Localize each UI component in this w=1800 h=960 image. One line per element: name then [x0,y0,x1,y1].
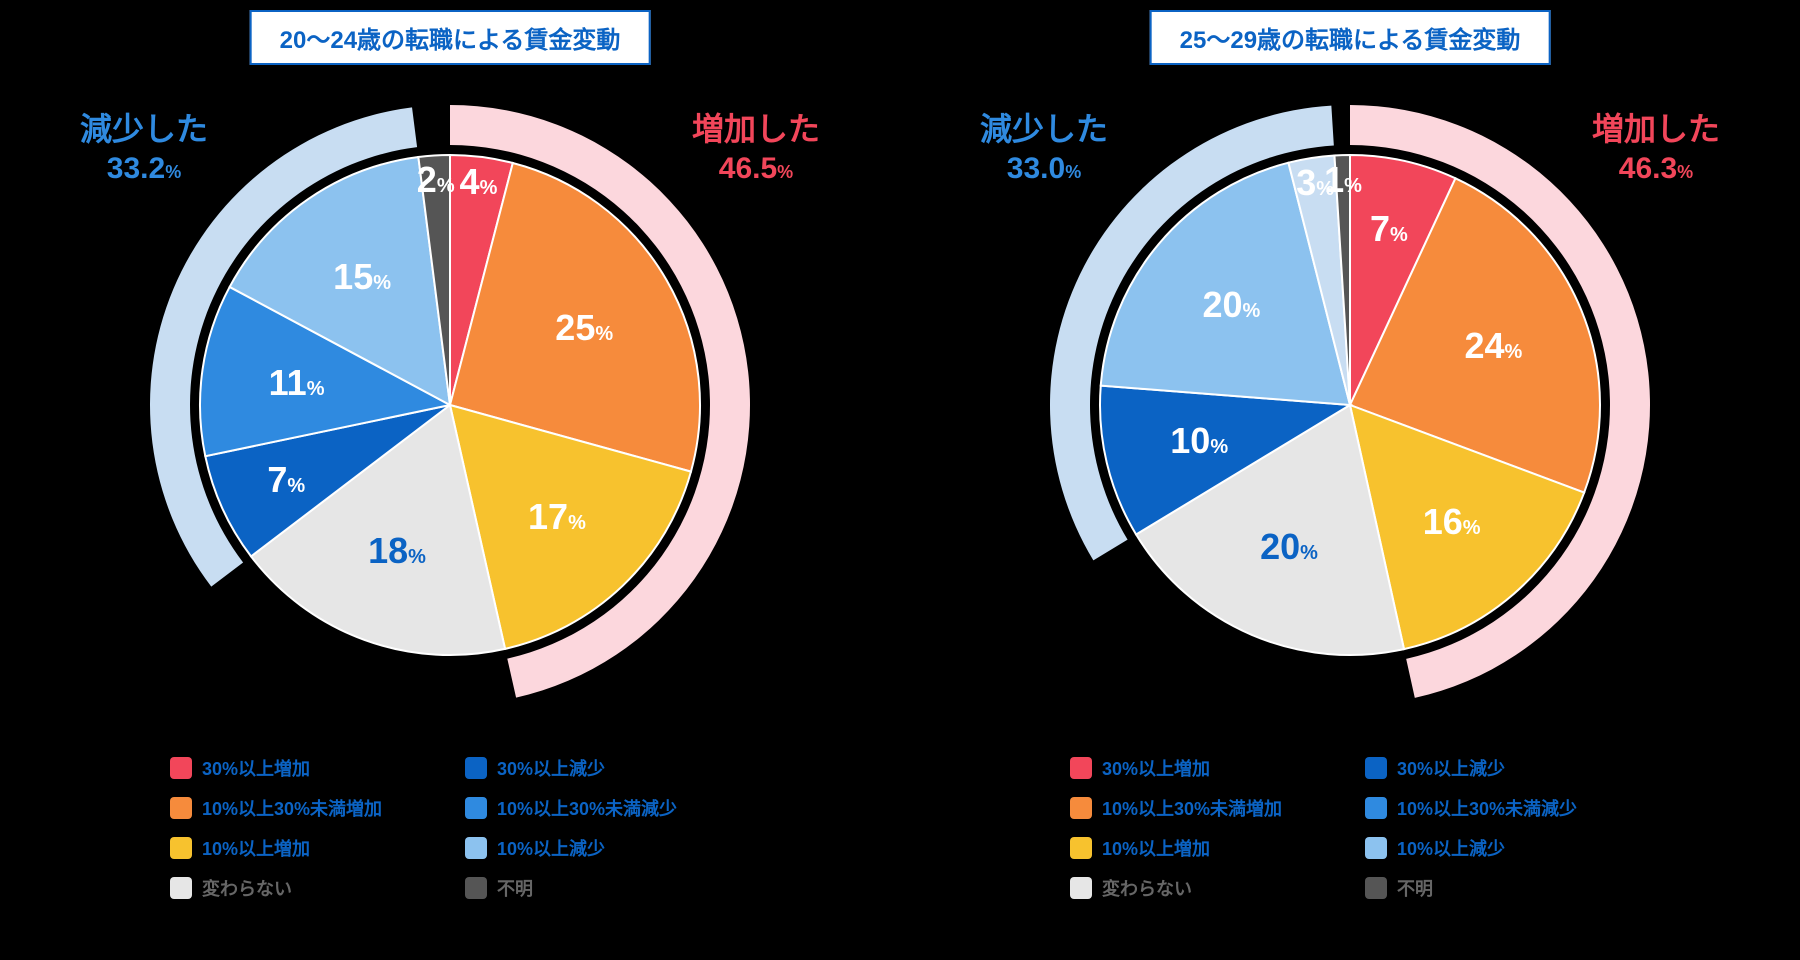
legend-label: 30%以上増加 [202,755,310,781]
chart-panel-25-29: 25〜29歳の転職による賃金変動 増加した 46.3% 減少した 33.0% 7… [960,10,1740,901]
legend: 30%以上増加 30%以上減少 10%以上30%未満増加 10%以上30%未満減少 10… [170,755,730,901]
legend-item: 10%以上30%未満増加 [1070,795,1335,821]
legend-label: 30%以上減少 [1397,755,1505,781]
legend-swatch [465,757,487,779]
legend-label: 10%以上30%未満増加 [1102,795,1282,821]
legend-swatch [465,797,487,819]
legend-swatch [170,837,192,859]
legend-swatch [1365,797,1387,819]
legend-item: 10%以上増加 [1070,835,1335,861]
increase-summary: 増加した 46.3% [1592,110,1720,187]
legend-swatch [465,877,487,899]
legend-label: 10%以上増加 [1102,835,1210,861]
pie-chart: 増加した 46.5% 減少した 33.2% 4%25%17%18%7%11%15… [140,95,760,715]
legend-label: 10%以上減少 [497,835,605,861]
legend-swatch [1070,877,1092,899]
legend-swatch [1365,837,1387,859]
legend: 30%以上増加 30%以上減少 10%以上30%未満増加 10%以上30%未満減少 10… [1070,755,1630,901]
legend-swatch [465,837,487,859]
legend-item: 10%以上減少 [1365,835,1630,861]
decrease-summary: 減少した 33.2% [80,110,208,187]
legend-item: 30%以上増加 [1070,755,1335,781]
legend-label: 30%以上増加 [1102,755,1210,781]
legend-label: 10%以上30%未満減少 [497,795,677,821]
decrease-summary: 減少した 33.0% [980,110,1108,187]
legend-swatch [1070,797,1092,819]
chart-panel-20-24: 20〜24歳の転職による賃金変動 増加した 46.5% 減少した 33.2% 4… [60,10,840,901]
legend-item: 30%以上増加 [170,755,435,781]
legend-item: 変わらない [170,875,435,901]
increase-summary: 増加した 46.5% [692,110,820,187]
legend-item: 変わらない [1070,875,1335,901]
legend-item: 不明 [465,875,730,901]
legend-item: 30%以上減少 [465,755,730,781]
legend-label: 10%以上増加 [202,835,310,861]
legend-item: 10%以上30%未満増加 [170,795,435,821]
legend-label: 10%以上30%未満減少 [1397,795,1577,821]
legend-swatch [1070,757,1092,779]
legend-label: 30%以上減少 [497,755,605,781]
legend-item: 10%以上30%未満減少 [1365,795,1630,821]
legend-label: 不明 [497,875,533,901]
legend-label: 不明 [1397,875,1433,901]
legend-swatch [170,877,192,899]
legend-swatch [1365,757,1387,779]
chart-title: 25〜29歳の転職による賃金変動 [1150,10,1551,65]
legend-item: 10%以上30%未満減少 [465,795,730,821]
legend-label: 変わらない [202,875,292,901]
legend-label: 10%以上減少 [1397,835,1505,861]
legend-swatch [170,757,192,779]
chart-title: 20〜24歳の転職による賃金変動 [250,10,651,65]
legend-item: 10%以上減少 [465,835,730,861]
legend-swatch [170,797,192,819]
pie-chart: 増加した 46.3% 減少した 33.0% 7%24%16%20%10%20%3… [1040,95,1660,715]
legend-item: 10%以上増加 [170,835,435,861]
legend-swatch [1070,837,1092,859]
legend-item: 不明 [1365,875,1630,901]
legend-swatch [1365,877,1387,899]
legend-label: 10%以上30%未満増加 [202,795,382,821]
legend-item: 30%以上減少 [1365,755,1630,781]
legend-label: 変わらない [1102,875,1192,901]
